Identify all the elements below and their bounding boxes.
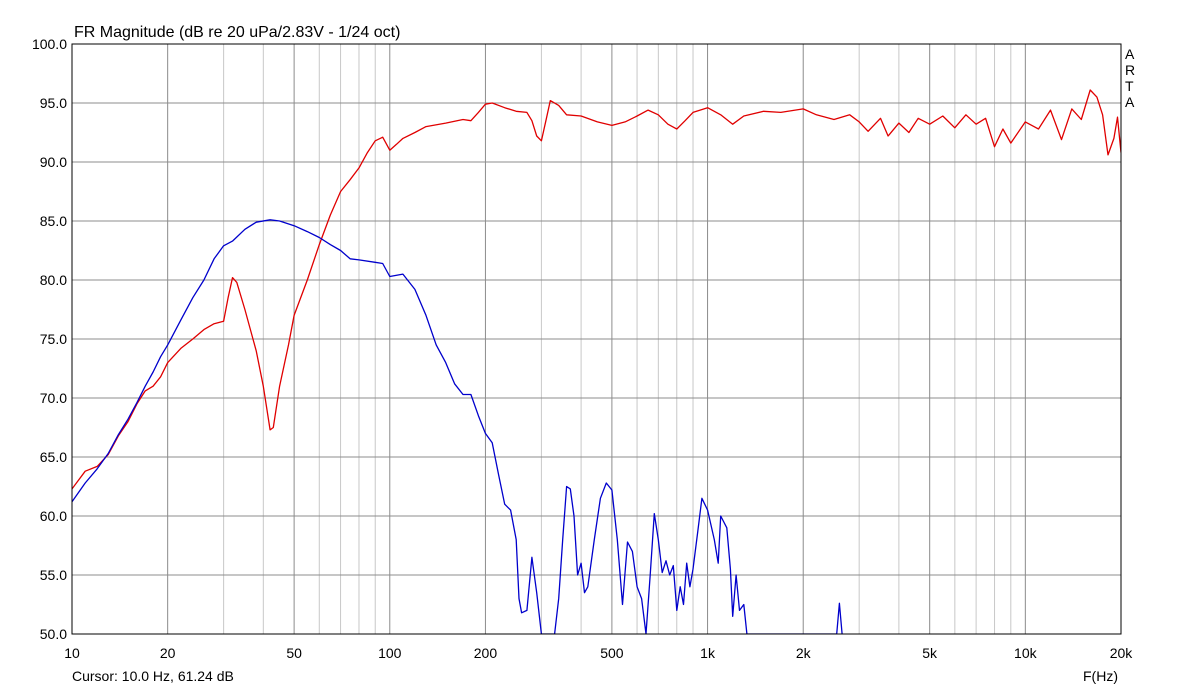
y-tick-label: 60.0 xyxy=(40,508,67,524)
brand-letter-a2: A xyxy=(1125,94,1135,110)
y-tick-label: 50.0 xyxy=(40,626,67,642)
x-axis-labels: 10 20 50 100 200 500 1k 2k 5k 10k 20k xyxy=(64,645,1133,661)
y-tick-label: 70.0 xyxy=(40,390,67,406)
y-tick-label: 75.0 xyxy=(40,331,67,347)
x-tick-label: 50 xyxy=(286,645,302,661)
x-tick-label: 500 xyxy=(600,645,624,661)
x-tick-label: 5k xyxy=(922,645,938,661)
series-lines xyxy=(72,89,1121,634)
x-tick-label: 100 xyxy=(378,645,402,661)
cursor-readout: Cursor: 10.0 Hz, 61.24 dB xyxy=(72,668,234,684)
series-line-2 xyxy=(72,219,843,634)
brand-letter-a1: A xyxy=(1125,46,1135,62)
y-tick-label: 85.0 xyxy=(40,213,67,229)
series-line-1 xyxy=(72,89,1121,490)
y-tick-label: 65.0 xyxy=(40,449,67,465)
brand-letter-t: T xyxy=(1125,78,1134,94)
x-tick-label: 20 xyxy=(160,645,176,661)
x-tick-label: 1k xyxy=(700,645,716,661)
y-tick-label: 55.0 xyxy=(40,567,67,583)
x-tick-label: 2k xyxy=(796,645,812,661)
plot-frame xyxy=(71,43,1122,635)
x-axis-title: F(Hz) xyxy=(1083,668,1118,684)
x-tick-label: 200 xyxy=(474,645,498,661)
chart-title: FR Magnitude (dB re 20 uPa/2.83V - 1/24 … xyxy=(74,24,400,41)
x-tick-label: 20k xyxy=(1110,645,1134,661)
y-axis-labels: 50.0 55.0 60.0 65.0 70.0 75.0 80.0 85.0 90.0 95.0… xyxy=(32,36,67,642)
y-tick-label: 90.0 xyxy=(40,154,67,170)
x-tick-label: 10 xyxy=(64,645,80,661)
y-tick-label: 95.0 xyxy=(40,95,67,111)
y-tick-label: 80.0 xyxy=(40,272,67,288)
y-tick-label: 100.0 xyxy=(32,36,67,52)
brand-letter-r: R xyxy=(1125,62,1135,78)
x-tick-label: 10k xyxy=(1014,645,1038,661)
grid xyxy=(72,44,1121,634)
